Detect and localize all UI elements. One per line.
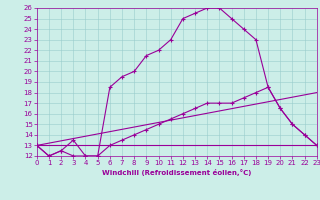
X-axis label: Windchill (Refroidissement éolien,°C): Windchill (Refroidissement éolien,°C) <box>102 169 252 176</box>
